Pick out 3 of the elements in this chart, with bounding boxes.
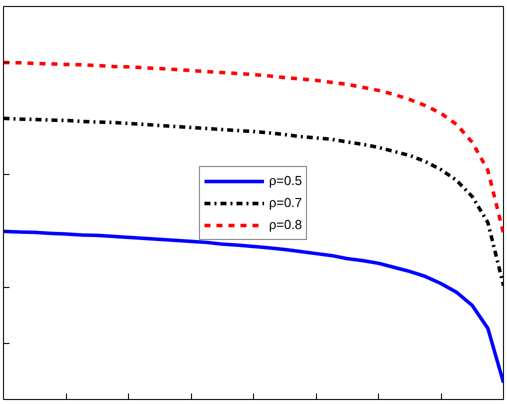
legend-label: ρ=0.8 xyxy=(268,217,302,232)
legend-label: ρ=0.5 xyxy=(268,173,302,188)
legend-label: ρ=0.7 xyxy=(268,195,302,210)
